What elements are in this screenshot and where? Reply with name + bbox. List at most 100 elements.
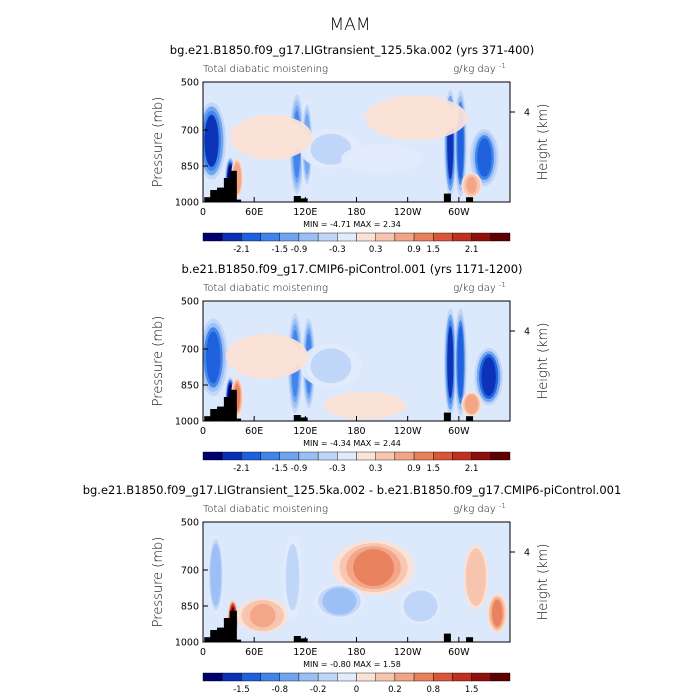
colorbar-label: -1.5 (233, 685, 250, 695)
colorbar-swatch (260, 451, 280, 461)
contour-blob (344, 396, 386, 415)
contour-blob (315, 350, 347, 381)
terrain-block (217, 627, 225, 642)
colorbar-swatch (375, 232, 396, 242)
x-tick-label: 60E (245, 647, 263, 658)
colorbar-swatch (298, 672, 319, 682)
x-tick-label: 60W (448, 426, 470, 437)
contour-blob (466, 395, 477, 413)
colorbar-swatch (490, 672, 511, 682)
terrain-block (234, 199, 242, 202)
colorbar-label: -2.1 (233, 464, 250, 474)
panel-left-label: Total diabatic moistening (203, 64, 328, 75)
terrain-block (234, 639, 242, 642)
terrain-block (293, 196, 301, 202)
contour-blob (287, 548, 298, 606)
colorbar-swatch (471, 672, 492, 682)
colorbar-label: 0.8 (426, 685, 440, 695)
x-tick-label: 180 (347, 426, 365, 437)
terrain-block (466, 416, 474, 421)
contour-blob (469, 555, 483, 600)
x-tick-label: 0 (200, 207, 206, 218)
contour-blob (246, 341, 288, 372)
x-tick-label: 120W (394, 647, 422, 658)
panel-units: g/kg day -1 (453, 281, 506, 294)
x-tick-label: 120E (293, 647, 317, 658)
page-title: MAM (330, 15, 371, 35)
colorbar-label: 2.1 (465, 464, 479, 474)
min-max-label: MIN = -4.71 MAX = 2.34 (303, 220, 401, 229)
colorbar-label: -1.5 (271, 245, 288, 255)
panel-units-exponent: -1 (499, 502, 506, 510)
contour-blob (466, 176, 477, 194)
contour-field (203, 522, 510, 642)
right-tick-label: 4 (524, 327, 530, 338)
contour-blob (361, 148, 403, 169)
y-tick-label: 850 (181, 602, 199, 613)
colorbar-swatch (452, 451, 472, 461)
colorbar-swatch (356, 672, 376, 682)
colorbar-swatch (433, 451, 453, 461)
colorbar-label: -0.2 (310, 685, 327, 695)
panel-title: bg.e21.B1850.f09_g17.LIGtransient_125.5k… (83, 483, 622, 497)
terrain-block (223, 397, 231, 421)
colorbar-label: 1.5 (426, 245, 440, 255)
terrain-block (229, 389, 237, 421)
contour-blob (204, 114, 219, 167)
panel-left-label: Total diabatic moistening (203, 283, 328, 294)
y-tick-label: 500 (181, 78, 199, 89)
contour-blob (492, 599, 503, 627)
terrain-block (443, 193, 451, 202)
colorbar-swatch (241, 232, 261, 242)
panel-title: bg.e21.B1850.f09_g17.LIGtransient_125.5k… (170, 43, 534, 57)
x-tick-label: 60E (245, 426, 263, 437)
colorbar-swatch (260, 232, 280, 242)
colorbar-swatch (279, 232, 300, 242)
contour-field (203, 301, 510, 421)
colorbar-swatch (471, 232, 492, 242)
colorbar-swatch (241, 672, 261, 682)
panel-units: g/kg day -1 (453, 502, 506, 515)
colorbar-swatch (452, 232, 472, 242)
x-tick-label: 120E (293, 426, 317, 437)
terrain-block (443, 633, 451, 642)
contour-blob (457, 326, 464, 399)
contour-blob (477, 138, 492, 177)
x-tick-label: 180 (347, 207, 365, 218)
y-tick-label: 500 (181, 518, 199, 529)
terrain-block (210, 190, 218, 202)
panel-units-exponent: -1 (499, 62, 506, 70)
terrain-block (217, 187, 225, 202)
right-tick-label: 4 (524, 548, 530, 559)
panel-left-label: Total diabatic moistening (203, 504, 328, 515)
panel-title: b.e21.B1850.f09_g17.CMIP6-piControl.001 … (181, 262, 522, 276)
panel-2: b.e21.B1850.f09_g17.CMIP6-piControl.001 … (151, 262, 551, 474)
colorbar-label: 0.9 (407, 245, 421, 255)
colorbar-label: -0.3 (329, 464, 346, 474)
colorbar-label: 0 (354, 685, 359, 695)
colorbar-swatch (452, 672, 472, 682)
contour-blob (206, 331, 221, 384)
colorbar-swatch (490, 451, 511, 461)
x-tick-label: 120W (394, 207, 422, 218)
y-axis-label-right: Height (km) (536, 104, 551, 181)
colorbar-swatch (221, 451, 242, 461)
terrain-block (210, 630, 218, 642)
colorbar-swatch (260, 672, 280, 682)
colorbar-swatch (337, 451, 357, 461)
colorbar-swatch (471, 451, 492, 461)
colorbar-label: 2.1 (465, 245, 479, 255)
contour-blob (353, 549, 395, 587)
x-tick-label: 60E (245, 207, 263, 218)
panel-1: bg.e21.B1850.f09_g17.LIGtransient_125.5k… (151, 43, 551, 255)
colorbar-label: -0.9 (291, 245, 308, 255)
terrain-block (204, 637, 212, 642)
colorbar-swatch (490, 232, 511, 242)
colorbar-label: 0.3 (369, 245, 383, 255)
right-tick-label: 4 (524, 108, 530, 119)
colorbar-swatch (202, 232, 223, 242)
y-tick-label: 1000 (175, 198, 199, 209)
panel-3: bg.e21.B1850.f09_g17.LIGtransient_125.5k… (83, 483, 622, 695)
y-tick-label: 700 (181, 566, 199, 577)
